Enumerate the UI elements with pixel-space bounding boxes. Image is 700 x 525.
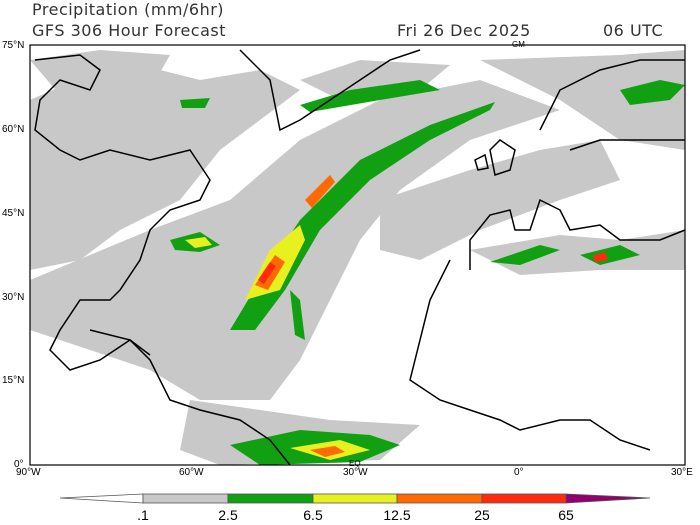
forecast-label: GFS 306 Hour Forecast [32, 21, 227, 40]
colorbar-segment-above-65 [565, 493, 651, 504]
colorbar [59, 493, 651, 504]
lat-label: 30°N [2, 292, 25, 303]
colorbar-segment-2.5-6.5 [227, 493, 314, 504]
legend-label: 2.5 [218, 507, 238, 523]
lat-label: 0° [14, 459, 24, 470]
colorbar-segment-25-65 [481, 493, 567, 504]
lon-label: 30°E [671, 467, 693, 478]
lat-label: 15°N [2, 375, 25, 386]
colorbar-segment-below-0.1 [59, 493, 144, 504]
legend-label: 25 [474, 507, 490, 523]
lon-label: 30°W [343, 467, 368, 478]
lon-label: 60°W [179, 467, 204, 478]
colorbar-segment-6.5-12.5 [312, 493, 398, 504]
lon-label: 90°W [16, 467, 41, 478]
map-title: Precipitation (mm/6hr) [32, 0, 225, 19]
forecast-time: 06 UTC [603, 21, 664, 40]
legend-label: .1 [137, 507, 149, 523]
legend-label: 65 [558, 507, 574, 523]
legend-label: 6.5 [303, 507, 323, 523]
equator-marker: EQ [349, 459, 361, 468]
colorbar-segment-12.5-25 [396, 493, 483, 504]
lat-label: 45°N [2, 208, 25, 219]
coastlines [34, 49, 686, 466]
lat-label: 75°N [2, 40, 25, 51]
map-frame [29, 44, 686, 466]
forecast-date: Fri 26 Dec 2025 [397, 21, 531, 40]
lat-label: 60°N [2, 124, 25, 135]
precip-moderate-band [170, 80, 685, 465]
colorbar-segment-0.1-2.5 [142, 493, 229, 504]
greenwich-marker: GM [512, 40, 525, 49]
lon-label: 0° [514, 467, 524, 478]
legend-label: 12.5 [383, 507, 411, 523]
